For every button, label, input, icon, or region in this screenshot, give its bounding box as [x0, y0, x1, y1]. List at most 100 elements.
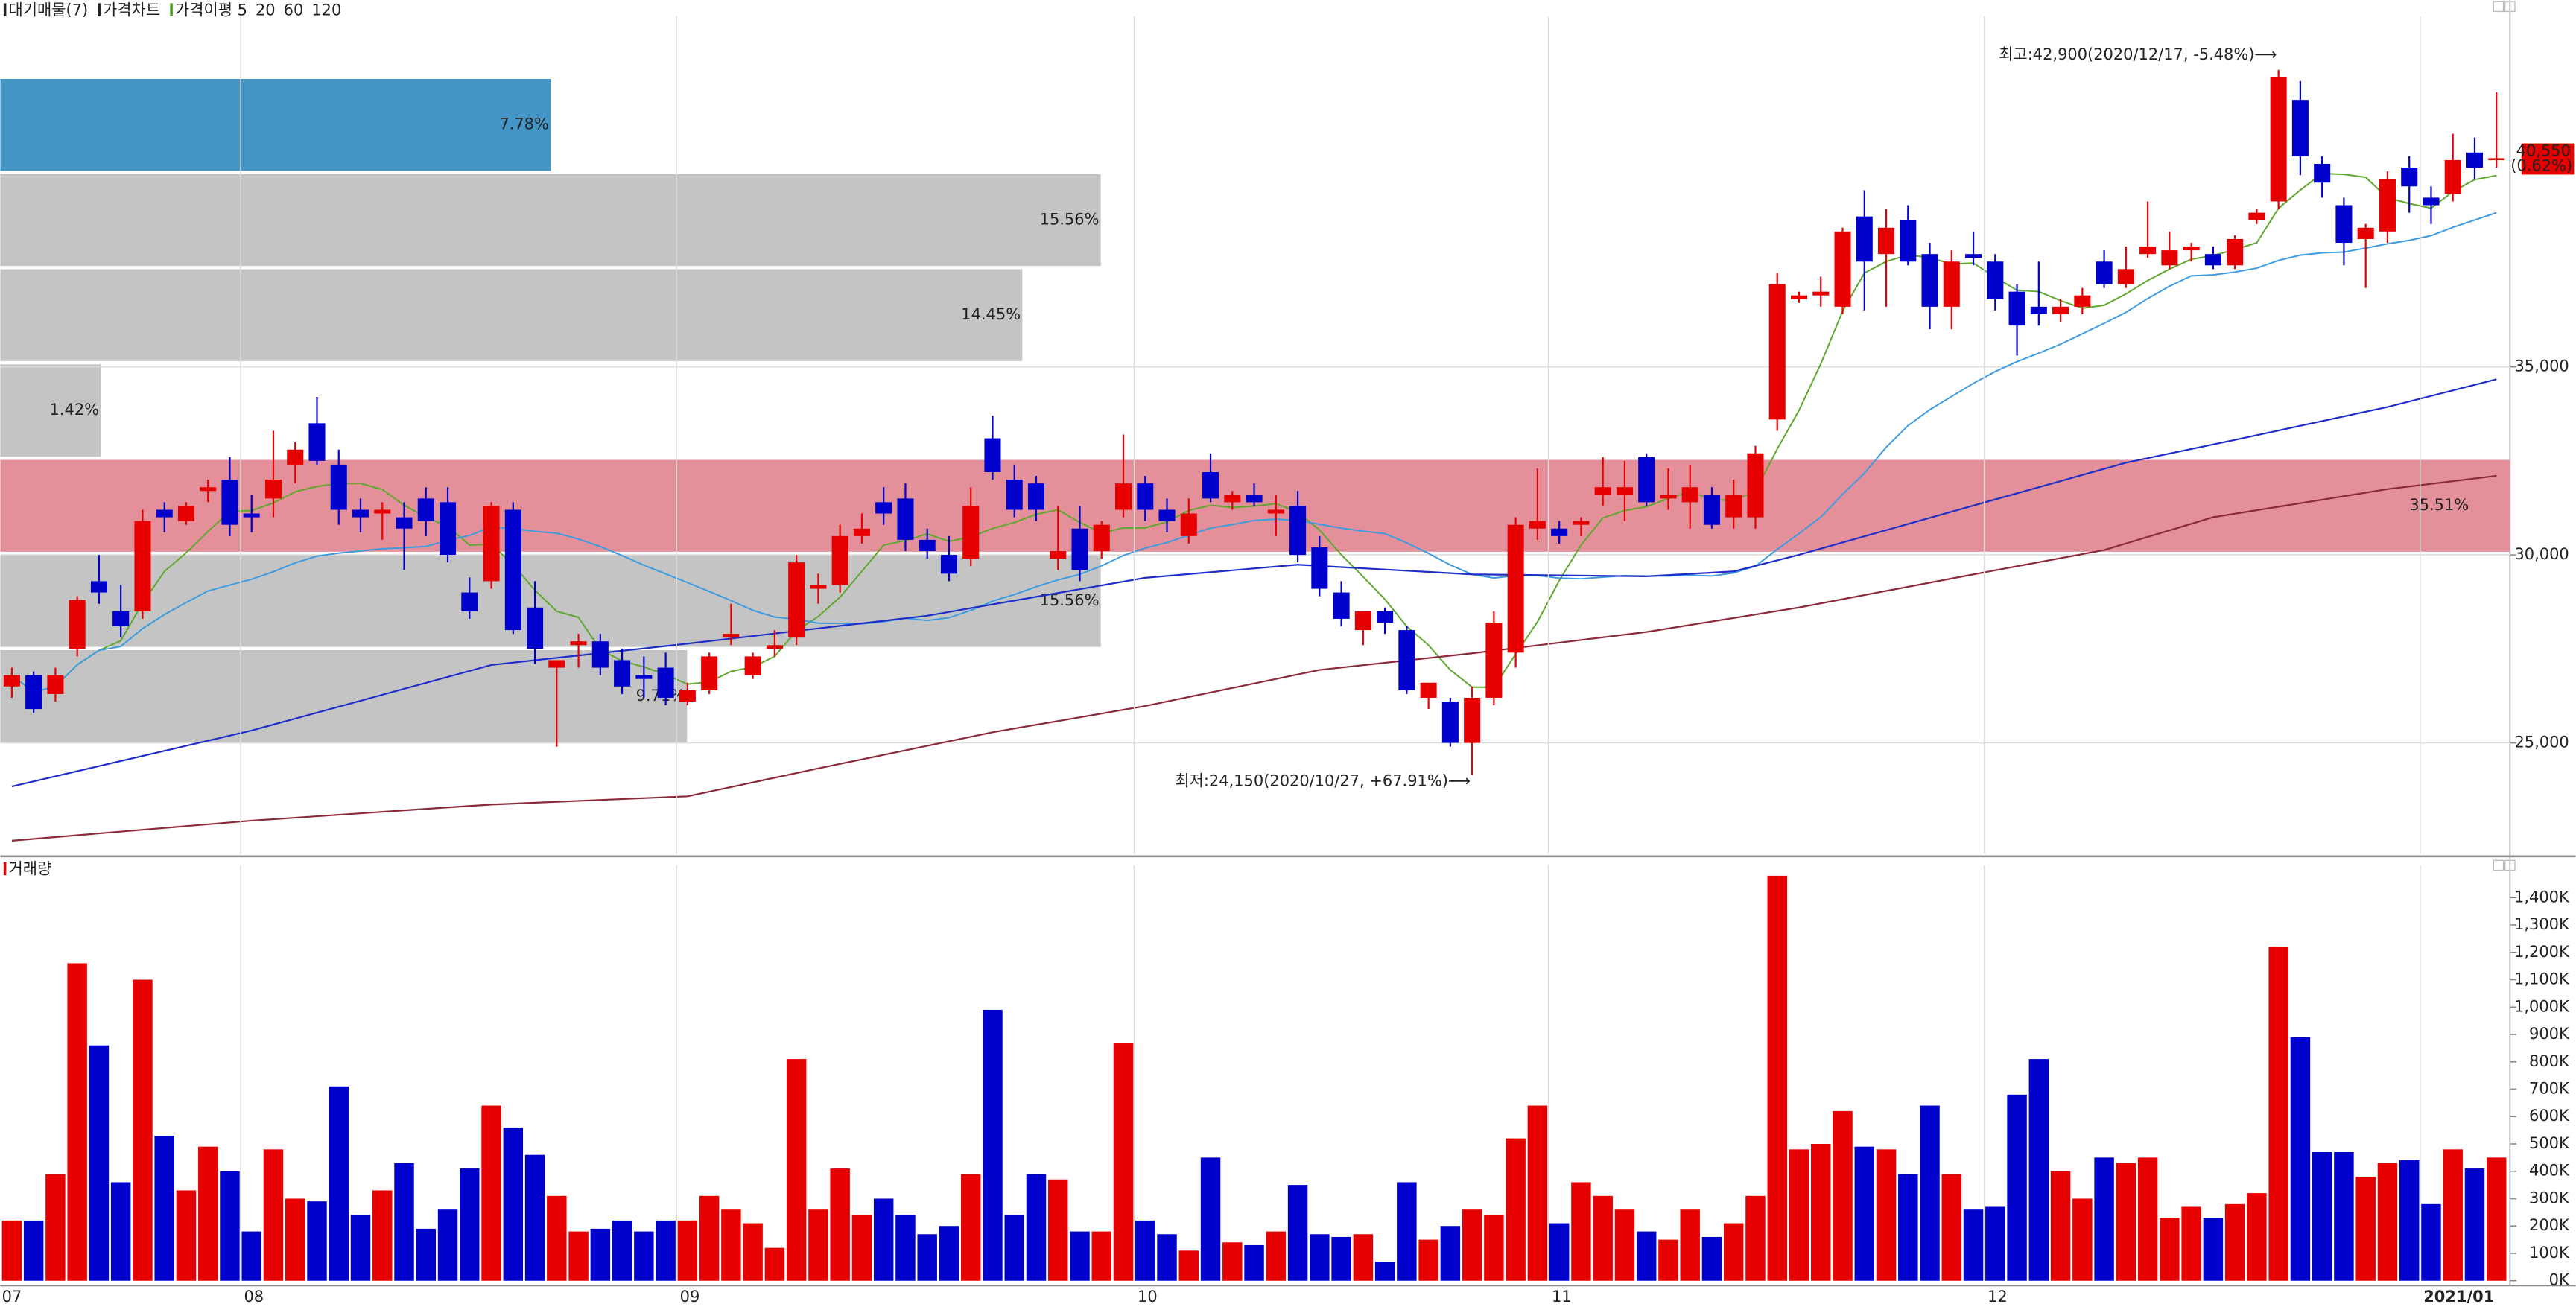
panel-button[interactable] — [2504, 859, 2516, 871]
x-tick-label: 12 — [1987, 1288, 2008, 1306]
volume-bar — [2399, 1160, 2420, 1281]
volume-bar — [1571, 1182, 1591, 1281]
volume-profile-bar — [0, 364, 101, 457]
candle-body — [374, 509, 391, 514]
volume-bar — [307, 1201, 327, 1281]
legend-label: 대기매물(7) — [8, 1, 88, 19]
volume-bar — [67, 963, 87, 1281]
panel-button[interactable] — [2493, 1, 2504, 13]
candle-body — [614, 660, 631, 687]
volume-bar — [1, 1220, 22, 1281]
candle-body — [1398, 630, 1415, 690]
candle-body — [810, 585, 827, 589]
y-tick-label: 0K — [2549, 1271, 2570, 1289]
y-tick-label: 1,200K — [2514, 943, 2570, 961]
volume-bar — [873, 1198, 894, 1281]
volume-bar — [1484, 1215, 1504, 1281]
volume-bar — [2050, 1171, 2071, 1281]
volume-bar — [895, 1215, 916, 1281]
candle-body — [744, 656, 761, 675]
volume-bar — [786, 1059, 807, 1281]
candle-body — [2096, 261, 2113, 284]
volume-bar — [1266, 1231, 1287, 1281]
volume-bar — [372, 1190, 393, 1281]
candle-body — [2139, 247, 2157, 255]
candle-body — [527, 607, 544, 649]
candle-body — [1267, 509, 1284, 514]
volume-bar — [1135, 1220, 1155, 1281]
volume-bar — [612, 1220, 632, 1281]
volume-bar — [2334, 1152, 2354, 1281]
candle-body — [2248, 212, 2265, 220]
y-tick-label: 600K — [2529, 1107, 2570, 1125]
candle-body — [2030, 306, 2047, 314]
candle-body — [1768, 284, 1786, 420]
volume-bar — [1004, 1215, 1024, 1281]
candle-body — [701, 656, 718, 690]
volume-bar — [437, 1209, 458, 1281]
y-tick-label: 200K — [2529, 1216, 2570, 1234]
candle-body — [1246, 495, 1263, 503]
x-tick-label: 08 — [244, 1288, 264, 1306]
candle-body — [1573, 521, 1590, 525]
candle-body — [1877, 227, 1895, 255]
volume-bar — [110, 1182, 131, 1281]
candle-body — [1377, 611, 1394, 623]
candle-body — [635, 675, 653, 679]
legend-label: 가격이평 — [175, 1, 232, 19]
volume-bar — [197, 1146, 218, 1281]
volume-bar — [1200, 1157, 1221, 1281]
candle-body — [177, 506, 194, 521]
panel-button[interactable] — [2493, 859, 2504, 871]
candle-body — [1333, 592, 1350, 619]
volume-bar — [939, 1226, 959, 1281]
volume-bar — [394, 1163, 414, 1281]
volume-bar — [1941, 1174, 1962, 1281]
volume-bar — [917, 1234, 937, 1281]
volume-bar — [1374, 1262, 1395, 1281]
volume-profile-label: 35.51% — [2409, 496, 2469, 514]
legend-label: 가격차트 — [103, 1, 160, 19]
candle-body — [1551, 528, 1568, 536]
legend-marker — [98, 3, 101, 17]
candle-body — [69, 600, 86, 649]
candle-body — [221, 480, 238, 525]
volume-bar — [23, 1220, 44, 1281]
moving-average-line — [11, 378, 2497, 788]
volume-bar — [2007, 1094, 2027, 1281]
volume-bar — [1920, 1105, 1940, 1281]
volume-bar — [1876, 1149, 1897, 1281]
volume-bar — [2181, 1206, 2201, 1281]
volume-bar — [2247, 1193, 2267, 1281]
volume-bar — [1767, 875, 1787, 1281]
candle-body — [2314, 163, 2331, 183]
volume-bar — [2224, 1203, 2245, 1281]
candle-body — [766, 645, 783, 649]
y-tick-label: 1,000K — [2514, 997, 2570, 1015]
x-tick-label: 11 — [1552, 1288, 1572, 1306]
candle-body — [2379, 179, 2396, 232]
annotation: 최저:24,150(2020/10/27, +67.91%)⟶ — [1175, 772, 1471, 789]
volume-bar — [2094, 1157, 2114, 1281]
volume-bar — [1614, 1209, 1635, 1281]
candle-body — [1681, 487, 1698, 503]
volume-bar — [460, 1168, 480, 1281]
candle-body — [1594, 487, 1611, 495]
volume-bar — [1789, 1149, 1809, 1281]
candle-body — [1529, 521, 1546, 529]
panel-button[interactable] — [2504, 1, 2516, 13]
volume-bar — [1310, 1234, 1330, 1281]
candle-body — [1485, 622, 1503, 698]
candle-body — [657, 667, 674, 698]
volume-bar — [1527, 1105, 1548, 1281]
volume-bar — [1048, 1179, 1068, 1281]
candle-body — [2052, 306, 2069, 314]
volume-bar — [721, 1209, 741, 1281]
candle-body — [1158, 509, 1176, 521]
volume-bar — [1091, 1231, 1111, 1281]
candle-body — [831, 535, 848, 585]
volume-profile-bar — [0, 79, 551, 171]
candle-body — [1420, 682, 1437, 698]
